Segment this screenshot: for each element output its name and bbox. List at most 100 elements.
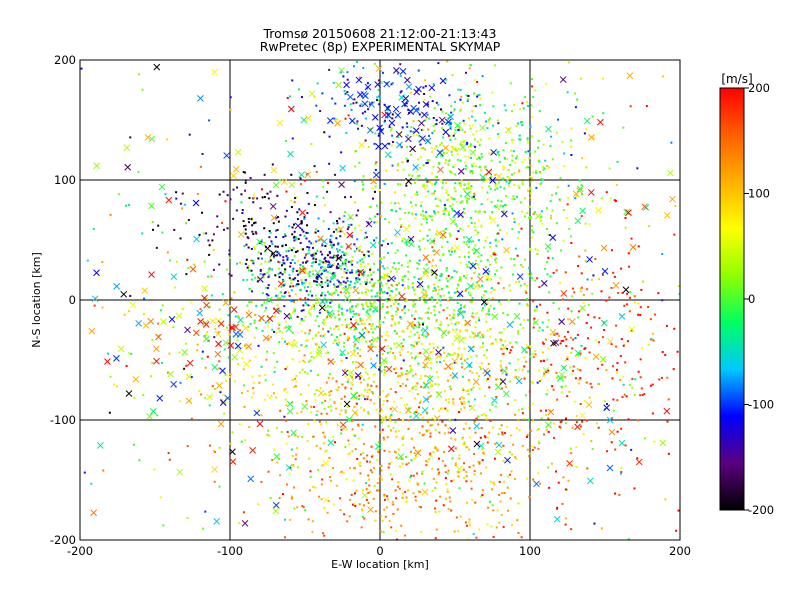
data-point-cross	[269, 202, 277, 210]
data-point	[396, 485, 399, 488]
data-point	[277, 267, 280, 270]
data-point	[627, 252, 630, 255]
data-point	[381, 71, 384, 74]
data-point	[481, 489, 484, 492]
data-point	[354, 165, 357, 168]
data-point	[380, 469, 383, 472]
data-point	[296, 218, 299, 221]
data-point	[597, 341, 600, 344]
data-point	[402, 435, 405, 438]
data-point	[418, 245, 421, 248]
data-point	[258, 241, 261, 244]
data-point-cross	[608, 428, 616, 436]
data-point	[510, 470, 513, 473]
data-point	[468, 241, 471, 244]
data-point-cross	[544, 243, 552, 250]
data-point	[441, 186, 444, 189]
data-point-cross	[272, 507, 280, 515]
data-point-cross	[553, 515, 561, 523]
data-point	[371, 471, 374, 474]
data-point	[458, 397, 461, 400]
data-point	[357, 209, 360, 212]
data-point	[322, 323, 325, 326]
data-point	[517, 231, 520, 234]
data-point	[471, 110, 474, 113]
data-point-cross	[327, 439, 335, 446]
data-point	[196, 193, 199, 196]
data-point	[209, 444, 212, 447]
data-point	[256, 277, 259, 280]
data-point	[631, 386, 634, 389]
data-point	[367, 502, 370, 505]
data-point	[372, 380, 375, 383]
data-point-cross	[380, 415, 388, 423]
data-point	[335, 228, 338, 231]
data-point	[401, 444, 404, 447]
data-point	[346, 298, 349, 301]
data-point	[430, 269, 433, 272]
data-point	[314, 231, 317, 234]
data-point	[346, 406, 349, 409]
data-point	[591, 448, 594, 451]
data-point	[326, 279, 329, 282]
data-point	[376, 299, 379, 302]
data-point	[312, 435, 315, 438]
data-point	[450, 480, 453, 483]
data-point	[336, 250, 339, 253]
data-point	[563, 152, 566, 155]
data-point	[457, 88, 460, 91]
data-point	[362, 319, 365, 322]
data-point-cross	[347, 213, 354, 221]
data-point	[267, 276, 270, 279]
data-point	[412, 130, 415, 133]
data-point	[336, 230, 339, 233]
data-point-cross	[350, 392, 357, 400]
data-point-cross	[435, 230, 443, 237]
data-point	[403, 312, 406, 315]
data-point	[431, 100, 434, 103]
data-point	[310, 142, 313, 145]
data-point	[489, 245, 492, 248]
data-point	[447, 274, 450, 277]
data-point	[436, 293, 439, 296]
data-point	[624, 361, 627, 364]
data-point	[315, 284, 318, 287]
data-point	[460, 216, 463, 219]
data-point	[344, 262, 347, 265]
data-point	[484, 290, 487, 293]
data-point	[314, 399, 317, 402]
data-point	[244, 263, 247, 266]
data-point	[338, 318, 341, 321]
data-point-cross	[358, 141, 366, 149]
data-point	[461, 437, 464, 440]
data-point	[565, 344, 568, 347]
data-point-cross	[568, 318, 576, 325]
data-point	[387, 425, 390, 428]
data-point	[518, 186, 521, 189]
data-point	[184, 222, 187, 225]
data-point	[623, 304, 626, 307]
data-point	[226, 194, 229, 197]
data-point	[431, 215, 434, 218]
data-point	[413, 324, 416, 327]
data-point	[156, 414, 159, 417]
data-point	[446, 240, 449, 243]
data-point	[463, 462, 466, 465]
data-point	[516, 155, 519, 158]
data-point	[463, 149, 466, 152]
data-point	[362, 378, 365, 381]
data-point	[452, 166, 455, 169]
data-point	[211, 239, 214, 242]
data-point	[499, 381, 502, 384]
data-point-cross	[375, 65, 383, 72]
data-point	[434, 537, 437, 540]
data-point	[449, 134, 452, 137]
data-point	[308, 275, 311, 278]
data-point	[355, 319, 358, 322]
data-point	[580, 77, 583, 80]
data-point	[296, 273, 299, 276]
data-point	[344, 196, 347, 199]
data-point	[199, 165, 202, 168]
data-point	[449, 205, 452, 208]
data-point	[218, 485, 221, 488]
